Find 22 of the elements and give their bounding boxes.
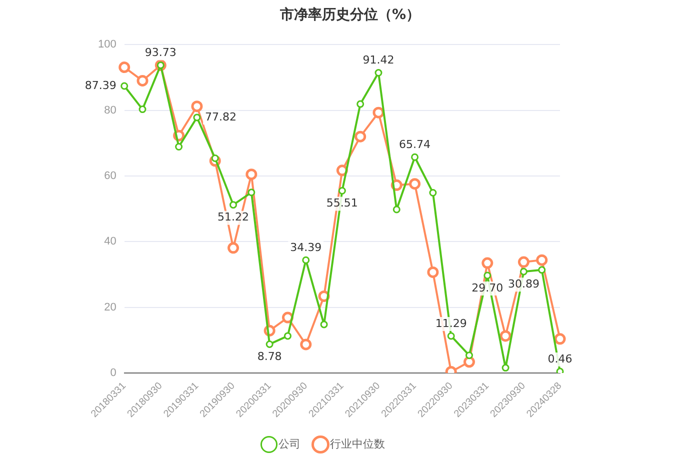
data-label: 87.39 bbox=[84, 78, 116, 92]
data-label: 30.89 bbox=[508, 277, 540, 290]
y-tick-label: 100 bbox=[98, 38, 116, 51]
y-tick-label: 20 bbox=[104, 301, 116, 314]
data-label: 11.29 bbox=[435, 316, 467, 330]
data-label: 91.42 bbox=[362, 54, 394, 67]
y-tick-label: 80 bbox=[104, 104, 116, 116]
chart-title: 市净率历史分位（%） bbox=[278, 6, 422, 24]
data-label: 51.22 bbox=[218, 210, 250, 224]
legend-label: 公司 bbox=[278, 438, 300, 451]
data-label: 55.51 bbox=[326, 196, 358, 210]
data-label: 0.46 bbox=[548, 352, 572, 366]
data-label: 93.73 bbox=[144, 46, 176, 60]
y-tick-label: 40 bbox=[104, 236, 116, 248]
y-tick-label: 0 bbox=[110, 367, 116, 380]
data-label: 8.78 bbox=[257, 350, 282, 364]
data-label: 65.74 bbox=[399, 138, 431, 151]
data-label: 29.70 bbox=[472, 281, 504, 294]
data-label: 77.82 bbox=[204, 110, 236, 124]
data-label: 34.39 bbox=[290, 240, 322, 254]
legend-label: 行业中位数 bbox=[330, 438, 385, 451]
y-tick-label: 60 bbox=[104, 170, 116, 182]
